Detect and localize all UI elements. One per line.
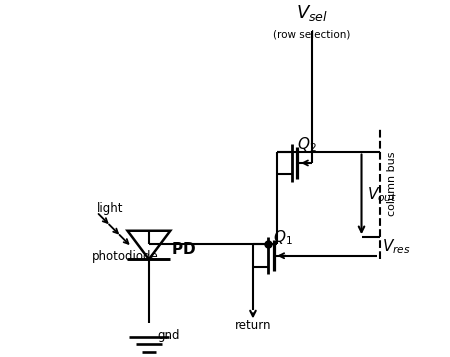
Text: return: return <box>235 320 271 332</box>
Text: $V_{out}$: $V_{out}$ <box>367 185 397 204</box>
Text: $Q_1$: $Q_1$ <box>273 228 292 247</box>
Text: photodiode: photodiode <box>92 251 158 263</box>
Text: light: light <box>97 202 123 215</box>
Text: gnd: gnd <box>158 329 180 342</box>
Text: $V_{res}$: $V_{res}$ <box>382 237 411 256</box>
Text: $V_{sel}$: $V_{sel}$ <box>296 2 328 22</box>
Text: (row selection): (row selection) <box>274 29 351 39</box>
Text: column bus: column bus <box>387 151 397 216</box>
Text: $\mathbf{PD}$: $\mathbf{PD}$ <box>171 241 197 257</box>
Text: $Q_2$: $Q_2$ <box>297 135 317 154</box>
